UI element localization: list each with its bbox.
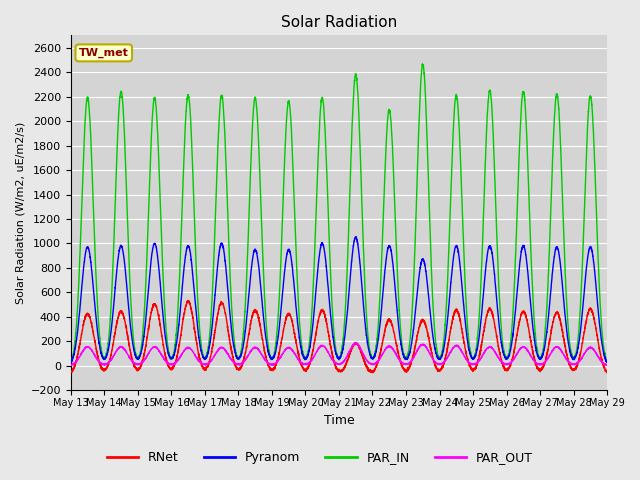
Text: TW_met: TW_met xyxy=(79,48,129,58)
Y-axis label: Solar Radiation (W/m2, uE/m2/s): Solar Radiation (W/m2, uE/m2/s) xyxy=(15,122,25,304)
Legend: RNet, Pyranom, PAR_IN, PAR_OUT: RNet, Pyranom, PAR_IN, PAR_OUT xyxy=(102,446,538,469)
Title: Solar Radiation: Solar Radiation xyxy=(281,15,397,30)
X-axis label: Time: Time xyxy=(324,414,355,427)
